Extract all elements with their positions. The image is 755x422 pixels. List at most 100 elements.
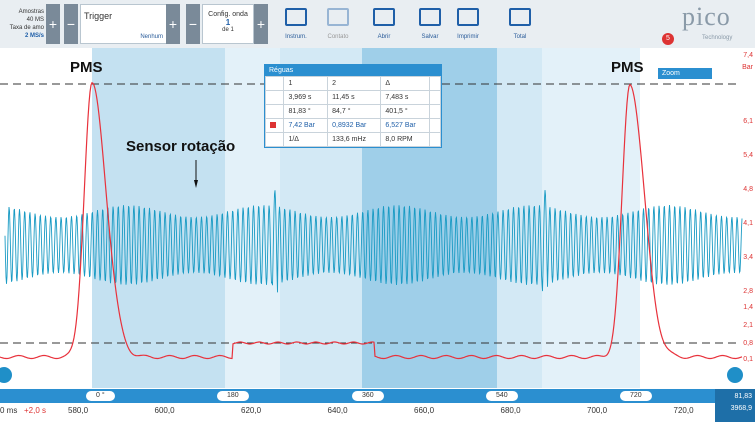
label: Contato xyxy=(327,34,349,40)
annotation: PMS xyxy=(70,59,103,76)
time-start: 0 ms xyxy=(0,406,18,415)
cell xyxy=(264,132,285,147)
axis-label: 0,8 xyxy=(743,340,753,347)
lock-icon[interactable] xyxy=(428,118,442,133)
degree-label: 360 xyxy=(352,391,384,401)
degree-label: 720 xyxy=(620,391,652,401)
label: Instrum. xyxy=(285,34,307,40)
row: 1/Δ 133,6 mHz 8,0 RPM xyxy=(264,132,442,147)
time-tick-label: 580,0 xyxy=(68,406,89,415)
axis-label: 3,4 xyxy=(743,254,753,261)
time-tick-label: 640,0 xyxy=(327,406,348,415)
minus-button[interactable]: − xyxy=(64,4,78,44)
logo-sub: Technology xyxy=(702,35,733,41)
rulers-panel: Réguas 1 2 Δ 3,969 s 11,45 s 7,483 s 81,83 ° 84… xyxy=(264,64,442,148)
notification-badge[interactable]: 5 xyxy=(662,33,674,45)
value: 3968,9 xyxy=(730,405,752,412)
logo: pico xyxy=(682,2,731,31)
time-tick-label: 620,0 xyxy=(241,406,262,415)
ruler-region xyxy=(92,48,225,388)
axis-label: 0,1 xyxy=(743,356,753,363)
value: 81,83 xyxy=(734,393,752,400)
row: 3,969 s 11,45 s 7,483 s xyxy=(264,90,442,105)
trigger-box[interactable]: Trigger Nenhum xyxy=(80,4,168,44)
minus-button[interactable]: − xyxy=(186,4,200,44)
scroll-left[interactable] xyxy=(0,367,12,383)
cell: 7,42 Bar xyxy=(283,118,329,133)
icon xyxy=(327,8,349,26)
label: Amostras xyxy=(18,9,44,15)
tool-button[interactable]: Abrir xyxy=(364,6,404,44)
axis-unit: Bar xyxy=(742,64,753,71)
axis-label: 6,1 xyxy=(743,118,753,125)
tool-button[interactable]: Imprimir xyxy=(448,6,488,44)
cell xyxy=(428,76,442,91)
annotation: PMS xyxy=(611,59,644,76)
label: Salvar xyxy=(421,34,439,40)
label: Total xyxy=(513,34,527,40)
row: 81,83 ° 84,7 ° 401,5 ° xyxy=(264,104,442,119)
label: Abrir xyxy=(377,34,391,40)
row: 7,42 Bar 0,8932 Bar 6,527 Bar xyxy=(264,118,442,133)
waveform-box[interactable]: Config. onda 1 de 1 xyxy=(202,4,254,44)
plus-button[interactable]: + xyxy=(166,4,180,44)
value: 2 MS/s xyxy=(24,33,44,39)
label: Taxa de amo xyxy=(9,25,44,31)
axis-label: 7,4 xyxy=(743,52,753,59)
header-cell: 1 xyxy=(283,76,329,91)
label: Imprimir xyxy=(457,34,479,40)
cell: 7,483 s xyxy=(380,90,430,105)
lock-icon[interactable] xyxy=(428,104,442,119)
plus-button[interactable]: + xyxy=(46,4,60,44)
value: 1 xyxy=(225,18,231,27)
icon xyxy=(419,8,441,26)
time-tick-label: 720,0 xyxy=(673,406,694,415)
cell xyxy=(264,104,285,119)
header-cell: Δ xyxy=(380,76,430,91)
rulers-table: 1 2 Δ 3,969 s 11,45 s 7,483 s 81,83 ° 84,7 ° 401… xyxy=(264,76,442,147)
readout: 81,83 3968,9 xyxy=(715,389,755,422)
cell: 11,45 s xyxy=(327,90,382,105)
plus-button[interactable]: + xyxy=(254,4,268,44)
scroll-right[interactable] xyxy=(727,367,743,383)
color-swatch xyxy=(270,121,276,128)
tool-button[interactable]: Instrum. xyxy=(276,6,316,44)
time-tick-label: 680,0 xyxy=(500,406,521,415)
cell: 3,969 s xyxy=(283,90,329,105)
panel-title: Réguas xyxy=(265,65,441,76)
value: Nenhum xyxy=(140,34,163,40)
tool-button[interactable]: Contato xyxy=(318,6,358,44)
cell xyxy=(264,90,285,105)
icon xyxy=(373,8,395,26)
cell: 84,7 ° xyxy=(327,104,382,119)
samples-box: Amostras 40 MS Taxa de amo 2 MS/s xyxy=(4,8,44,40)
cell: 8,0 RPM xyxy=(380,132,430,147)
value: de 1 xyxy=(222,27,234,33)
label: Config. onda xyxy=(208,11,248,18)
cell: 0,8932 Bar xyxy=(327,118,382,133)
time-tick-label: 700,0 xyxy=(587,406,608,415)
arrow xyxy=(194,180,198,188)
time-offset: +2,0 s xyxy=(24,406,47,415)
cell: 401,5 ° xyxy=(380,104,430,119)
cell xyxy=(264,118,285,133)
axis-label: 4,8 xyxy=(743,186,753,193)
pressure-signal xyxy=(0,81,743,360)
value: 40 MS xyxy=(26,17,44,23)
zoom-widget[interactable]: Zoom xyxy=(658,68,712,79)
toolbar: Amostras 40 MS Taxa de amo 2 MS/s + − Tr… xyxy=(0,0,755,49)
tool-button[interactable]: Total xyxy=(500,6,540,44)
tool-button[interactable]: Salvar xyxy=(410,6,450,44)
time-tick-label: 600,0 xyxy=(154,406,175,415)
axis-label: 2,1 xyxy=(743,322,753,329)
label: Trigger xyxy=(84,11,113,21)
axis-label: 5,4 xyxy=(743,152,753,159)
time-tick-label: 660,0 xyxy=(414,406,435,415)
lock-icon[interactable] xyxy=(428,90,442,105)
cell: 133,6 mHz xyxy=(327,132,382,147)
icon xyxy=(509,8,531,26)
degree-label: 540 xyxy=(486,391,518,401)
